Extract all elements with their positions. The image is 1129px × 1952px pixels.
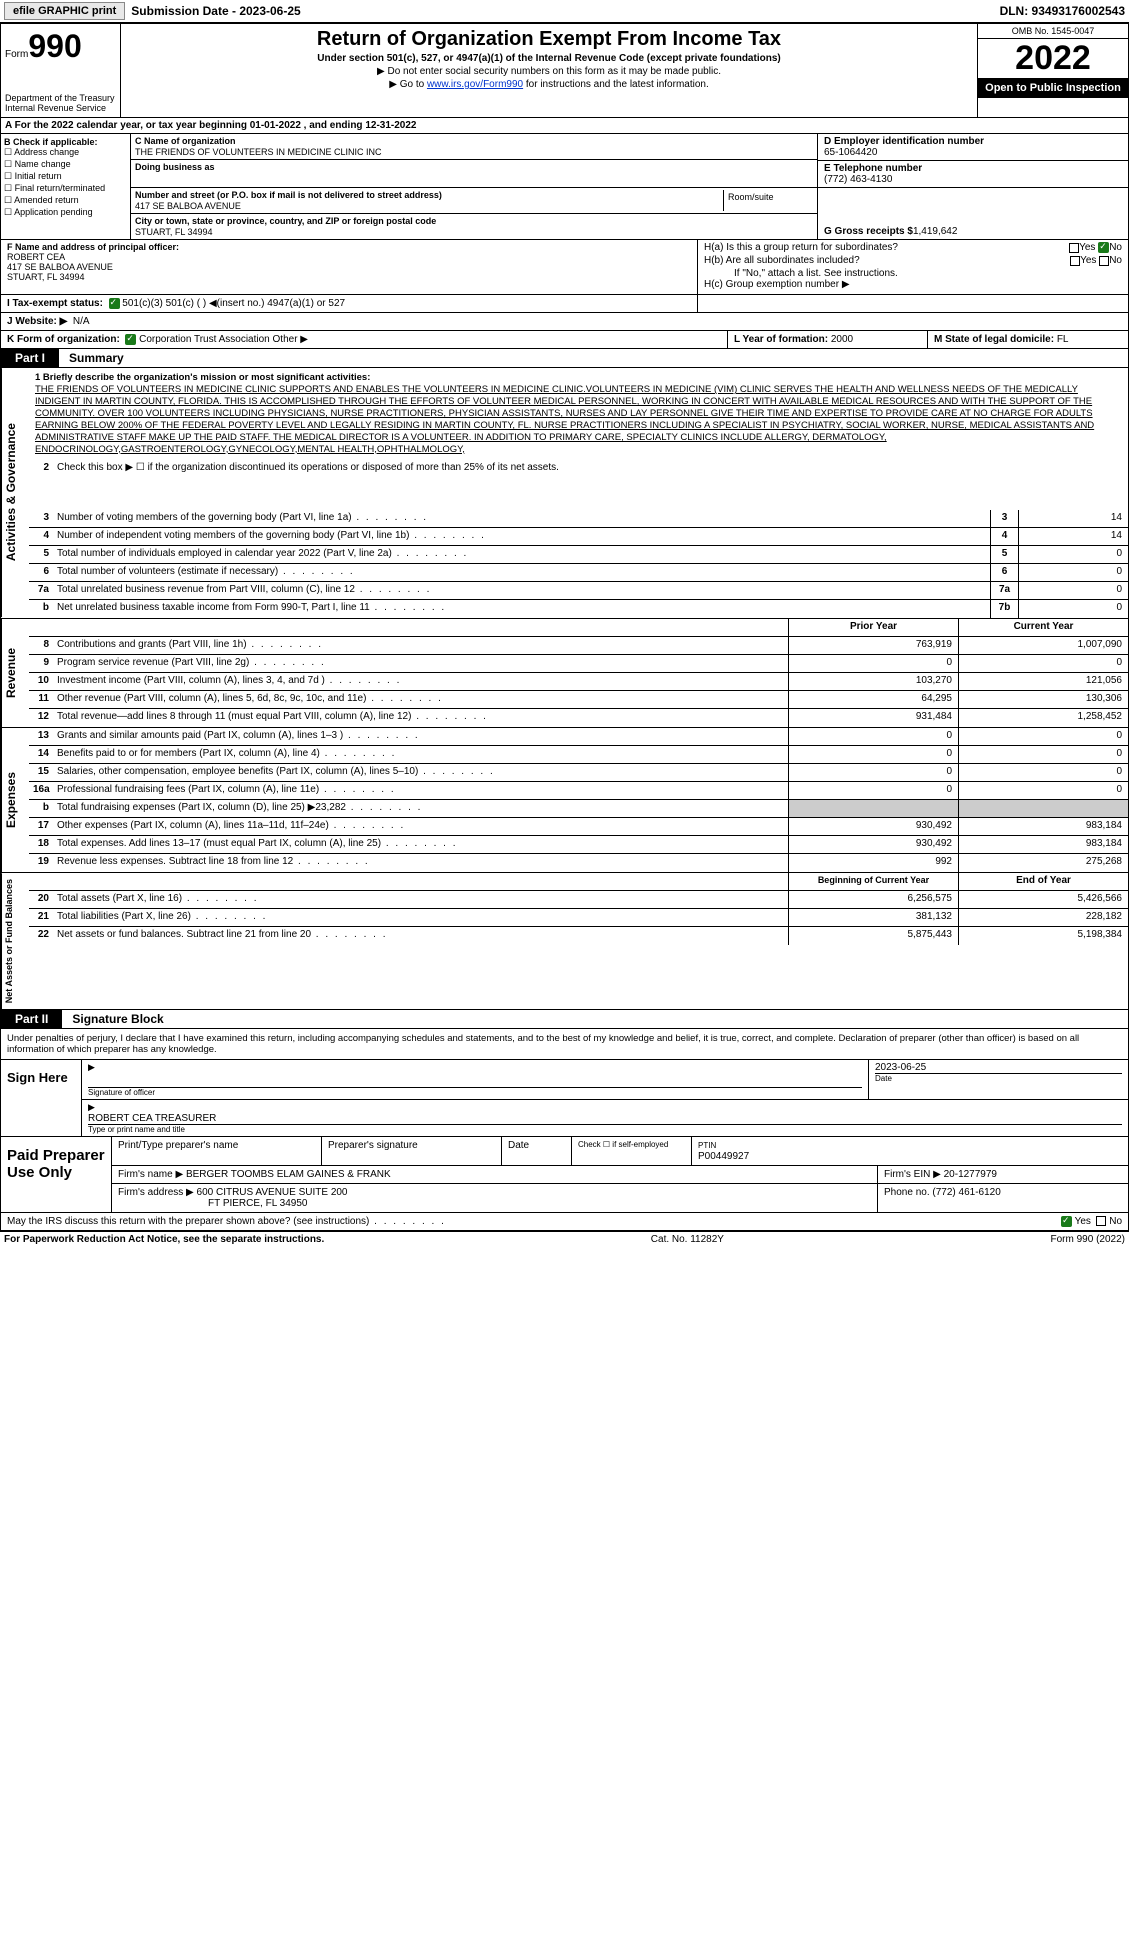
chk-501c3[interactable]: [109, 298, 120, 309]
street-address: 417 SE BALBOA AVENUE: [135, 200, 723, 211]
firm-addr2: FT PIERCE, FL 34950: [118, 1198, 308, 1209]
website-row: J Website: ▶ N/A: [0, 313, 1129, 331]
line-17: 17Other expenses (Part IX, column (A), l…: [29, 818, 1128, 836]
identity-block: B Check if applicable: ☐ Address change …: [0, 134, 1129, 240]
form-number: 990: [28, 28, 81, 64]
part-ii-header: Part II Signature Block: [0, 1010, 1129, 1029]
chk-corporation[interactable]: [125, 334, 136, 345]
gross-receipts: 1,419,642: [913, 226, 958, 237]
sign-here-label: Sign Here: [1, 1060, 81, 1136]
vtab-expenses: Expenses: [1, 728, 29, 872]
dept-irs: Internal Revenue Service: [5, 103, 116, 113]
part-i-header: Part I Summary: [0, 349, 1129, 368]
dln: DLN: 93493176002543: [1000, 4, 1125, 18]
line-20: 20Total assets (Part X, line 16)6,256,57…: [29, 891, 1128, 909]
gov-line-4: 4Number of independent voting members of…: [29, 528, 1128, 546]
line-22: 22Net assets or fund balances. Subtract …: [29, 927, 1128, 945]
gov-line-5: 5Total number of individuals employed in…: [29, 546, 1128, 564]
year-formation: L Year of formation: 2000: [728, 331, 928, 348]
mission-text: THE FRIENDS OF VOLUNTEERS IN MEDICINE CL…: [35, 384, 1094, 454]
form-title: Return of Organization Exempt From Incom…: [131, 28, 967, 51]
discuss-yesno[interactable]: Yes No: [1061, 1216, 1122, 1227]
line-b: bTotal fundraising expenses (Part IX, co…: [29, 800, 1128, 818]
dba: [135, 172, 813, 173]
room-suite: Room/suite: [723, 190, 813, 211]
line-16a: 16aProfessional fundraising fees (Part I…: [29, 782, 1128, 800]
gov-line-6: 6Total number of volunteers (estimate if…: [29, 564, 1128, 582]
officer-group-block: F Name and address of principal officer:…: [0, 240, 1129, 295]
line-21: 21Total liabilities (Part X, line 26)381…: [29, 909, 1128, 927]
officer-name: ROBERT CEA: [7, 252, 691, 262]
submission-date: Submission Date - 2023-06-25: [131, 4, 300, 18]
sign-date: 2023-06-25: [875, 1062, 1122, 1073]
col-b-checkboxes: B Check if applicable: ☐ Address change …: [1, 134, 131, 239]
paid-preparer-label: Paid Preparer Use Only: [1, 1137, 111, 1212]
form-subtitle: Under section 501(c), 527, or 4947(a)(1)…: [131, 53, 967, 64]
officer-name-title: ROBERT CEA TREASURER: [88, 1113, 1122, 1124]
chk-address[interactable]: ☐ Address change: [4, 147, 127, 158]
tax-year: 2022: [978, 39, 1128, 78]
line-13: 13Grants and similar amounts paid (Part …: [29, 728, 1128, 746]
page-footer: For Paperwork Reduction Act Notice, see …: [0, 1231, 1129, 1247]
org-name: THE FRIENDS OF VOLUNTEERS IN MEDICINE CL…: [135, 146, 813, 157]
chk-initial[interactable]: ☐ Initial return: [4, 171, 127, 182]
gov-line-3: 3Number of voting members of the governi…: [29, 510, 1128, 528]
line-10: 10Investment income (Part VIII, column (…: [29, 673, 1128, 691]
hc-exemption: H(c) Group exemption number ▶: [704, 279, 850, 290]
chk-pending[interactable]: ☐ Application pending: [4, 207, 127, 218]
row-a-tax-year: A For the 2022 calendar year, or tax yea…: [0, 118, 1129, 134]
website: N/A: [73, 316, 90, 327]
chk-final[interactable]: ☐ Final return/terminated: [4, 183, 127, 194]
gov-line-7a: 7aTotal unrelated business revenue from …: [29, 582, 1128, 600]
officer-addr1: 417 SE BALBOA AVENUE: [7, 262, 691, 272]
gov-line-b: bNet unrelated business taxable income f…: [29, 600, 1128, 618]
form-of-org: K Form of organization: Corporation Trus…: [1, 331, 728, 348]
vtab-revenue: Revenue: [1, 619, 29, 727]
line-8: 8Contributions and grants (Part VIII, li…: [29, 637, 1128, 655]
chk-name[interactable]: ☐ Name change: [4, 159, 127, 170]
line-9: 9Program service revenue (Part VIII, lin…: [29, 655, 1128, 673]
ptin: P00449927: [698, 1151, 749, 1162]
firm-name: BERGER TOOMBS ELAM GAINES & FRANK: [186, 1169, 391, 1180]
city-state-zip: STUART, FL 34994: [135, 226, 813, 237]
vtab-activities: Activities & Governance: [1, 368, 29, 617]
line-12: 12Total revenue—add lines 8 through 11 (…: [29, 709, 1128, 727]
firm-ein: 20-1277979: [944, 1169, 997, 1180]
irs-link[interactable]: www.irs.gov/Form990: [427, 79, 523, 90]
discuss-row: May the IRS discuss this return with the…: [0, 1213, 1129, 1231]
hb-yesno[interactable]: Yes No: [1070, 255, 1122, 266]
efile-button[interactable]: efile GRAPHIC print: [4, 2, 125, 20]
vtab-netassets: Net Assets or Fund Balances: [1, 873, 29, 1009]
line-19: 19Revenue less expenses. Subtract line 1…: [29, 854, 1128, 872]
ha-yesno[interactable]: Yes No: [1069, 242, 1122, 253]
firm-addr1: 600 CITRUS AVENUE SUITE 200: [197, 1187, 348, 1198]
line-15: 15Salaries, other compensation, employee…: [29, 764, 1128, 782]
omb-number: OMB No. 1545-0047: [978, 24, 1128, 39]
firm-phone: (772) 461-6120: [932, 1187, 1000, 1198]
open-inspection: Open to Public Inspection: [978, 78, 1128, 98]
form-word: Form: [5, 49, 28, 60]
tax-exempt-status: I Tax-exempt status: 501(c)(3) 501(c) ( …: [1, 295, 698, 312]
officer-addr2: STUART, FL 34994: [7, 272, 691, 282]
form-header: Form990 Department of the Treasury Inter…: [0, 23, 1129, 118]
ein: 65-1064420: [824, 147, 1122, 158]
chk-amended[interactable]: ☐ Amended return: [4, 195, 127, 206]
form-note-ssn: ▶ Do not enter social security numbers o…: [131, 66, 967, 77]
gov-line-2: 2Check this box ▶ ☐ if the organization …: [29, 460, 1128, 510]
dept-treasury: Department of the Treasury: [5, 93, 116, 103]
topbar: efile GRAPHIC print Submission Date - 20…: [0, 0, 1129, 23]
mission-block: 1 Briefly describe the organization's mi…: [29, 368, 1128, 459]
telephone: (772) 463-4130: [824, 174, 1122, 185]
state-domicile: M State of legal domicile: FL: [928, 331, 1128, 348]
line-18: 18Total expenses. Add lines 13–17 (must …: [29, 836, 1128, 854]
penalties-text: Under penalties of perjury, I declare th…: [1, 1029, 1128, 1059]
line-11: 11Other revenue (Part VIII, column (A), …: [29, 691, 1128, 709]
line-14: 14Benefits paid to or for members (Part …: [29, 746, 1128, 764]
form-note-link: ▶ Go to www.irs.gov/Form990 for instruct…: [131, 79, 967, 90]
